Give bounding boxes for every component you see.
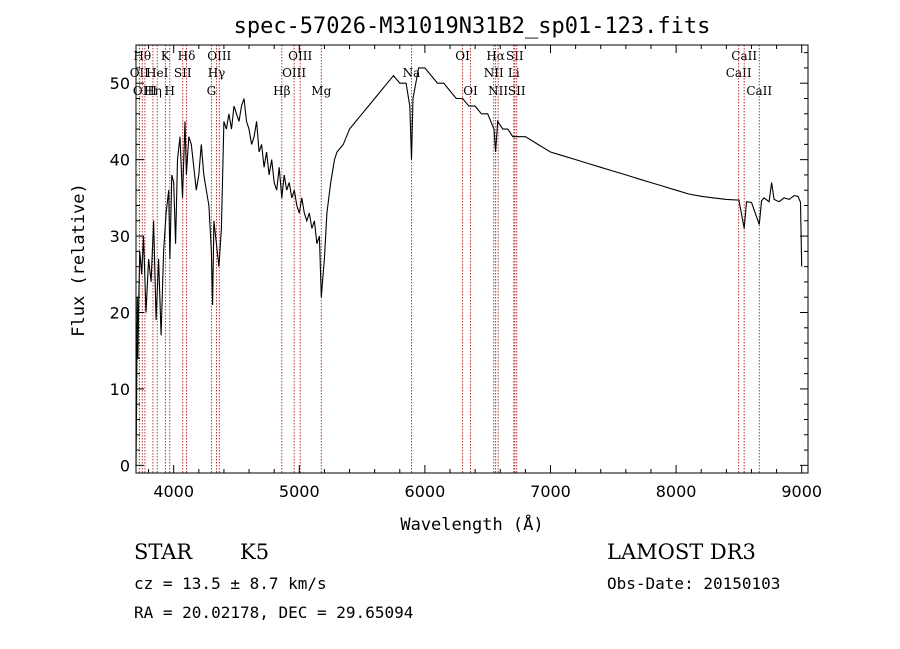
line-label-Na: Na	[403, 66, 421, 80]
y-tick-label-20: 20	[110, 304, 130, 323]
y-axis-ticks: 0 10 20 30 40 50	[110, 52, 808, 475]
x-tick-label-4000: 4000	[153, 482, 194, 501]
chart-title: spec-57026-M31019N31B2_sp01-123.fits	[234, 14, 711, 39]
line-label-Hδ: Hδ	[178, 49, 196, 63]
y-tick-label-30: 30	[110, 227, 130, 246]
x-tick-label-5000: 5000	[279, 482, 320, 501]
line-label-H: H	[165, 84, 175, 98]
line-label-CaII: CaII	[731, 49, 757, 63]
x-axis-ticks: 4000 5000 6000 7000 8000 9000	[148, 45, 822, 501]
line-label-SII: SII	[508, 84, 526, 98]
redshift-cz: cz = 13.5 ± 8.7 km/s	[134, 574, 327, 593]
line-label-CaII: CaII	[746, 84, 772, 98]
line-label-G: G	[207, 84, 217, 98]
line-label-Hβ: Hβ	[273, 84, 290, 98]
line-label-K: K	[161, 49, 171, 63]
x-tick-label-6000: 6000	[405, 482, 446, 501]
line-label-OIII: OIII	[288, 49, 312, 63]
survey-name: LAMOST DR3	[607, 540, 756, 564]
line-label-Hα: Hα	[486, 49, 505, 63]
y-tick-label-0: 0	[120, 456, 130, 475]
observation-date: Obs-Date: 20150103	[607, 574, 781, 593]
y-tick-label-50: 50	[110, 74, 130, 93]
x-axis-label: Wavelength (Å)	[400, 513, 543, 535]
object-subclass: K5	[240, 540, 270, 564]
line-label-OI: OI	[463, 84, 478, 98]
line-label-HeI: HeI	[146, 66, 169, 80]
line-label-Mg: Mg	[311, 84, 331, 98]
y-axis-label: Flux (relative)	[69, 183, 89, 337]
line-label-NII: NII	[488, 84, 508, 98]
line-label-Hγ: Hγ	[208, 66, 226, 80]
line-label-SII: SII	[174, 66, 192, 80]
object-class: STAR	[134, 540, 193, 564]
line-label-NII: NII	[484, 66, 504, 80]
y-tick-label-10: 10	[110, 380, 130, 399]
line-label-OI: OI	[455, 49, 470, 63]
line-label-CaII: CaII	[726, 66, 752, 80]
line-label-Li: Li	[508, 66, 520, 80]
x-tick-label-7000: 7000	[530, 482, 571, 501]
line-label-Hη: Hη	[144, 84, 162, 98]
x-tick-label-9000: 9000	[781, 482, 822, 501]
line-label-OIII: OIII	[282, 66, 306, 80]
coordinates: RA = 20.02178, DEC = 29.65094	[134, 603, 414, 622]
y-tick-label-40: 40	[110, 151, 130, 170]
spectrum-line	[135, 67, 803, 466]
spectral-line-markers: OIIHθOIIIHηHeIKHSIIHδGHγOIIIHβOIIIOIIIMg…	[130, 45, 772, 473]
line-label-OII: OII	[130, 66, 150, 80]
x-tick-label-8000: 8000	[656, 482, 697, 501]
line-label-OIII: OIII	[207, 49, 231, 63]
line-label-SII: SII	[506, 49, 524, 63]
plot-frame	[135, 44, 809, 474]
line-label-OIII: OIII	[133, 84, 157, 98]
